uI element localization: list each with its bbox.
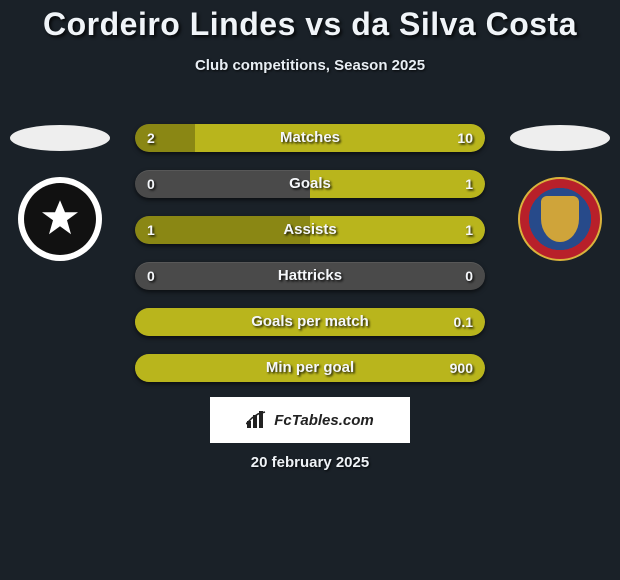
attribution-text: FcTables.com (274, 412, 373, 429)
page-title: Cordeiro Lindes vs da Silva Costa (0, 0, 620, 43)
snapshot-date: 20 february 2025 (0, 454, 620, 471)
stat-row: 0Hattricks0 (135, 262, 485, 290)
stat-label: Goals (135, 170, 485, 198)
stat-row: Min per goal900 (135, 354, 485, 382)
page-subtitle: Club competitions, Season 2025 (0, 57, 620, 74)
stat-label: Hattricks (135, 262, 485, 290)
right-flag (510, 125, 610, 151)
stat-value-right: 0.1 (454, 308, 473, 336)
left-player-crest (10, 125, 110, 265)
comparison-chart: 2Matches100Goals11Assists10Hattricks0Goa… (135, 124, 485, 400)
stat-value-right: 900 (450, 354, 473, 382)
stat-value-right: 1 (465, 170, 473, 198)
stat-row: 1Assists1 (135, 216, 485, 244)
stat-label: Assists (135, 216, 485, 244)
stat-label: Min per goal (135, 354, 485, 382)
stat-row: Goals per match0.1 (135, 308, 485, 336)
bar-chart-icon (246, 411, 268, 429)
right-player-crest (510, 125, 610, 265)
star-icon (40, 198, 80, 238)
right-club-badge (518, 177, 602, 261)
stat-value-right: 0 (465, 262, 473, 290)
stat-value-right: 10 (457, 124, 473, 152)
stat-label: Goals per match (135, 308, 485, 336)
stat-value-right: 1 (465, 216, 473, 244)
left-club-badge (18, 177, 102, 261)
shield-icon (541, 196, 579, 242)
left-flag (10, 125, 110, 151)
stat-row: 2Matches10 (135, 124, 485, 152)
stat-label: Matches (135, 124, 485, 152)
stat-row: 0Goals1 (135, 170, 485, 198)
attribution-badge: FcTables.com (210, 397, 410, 443)
